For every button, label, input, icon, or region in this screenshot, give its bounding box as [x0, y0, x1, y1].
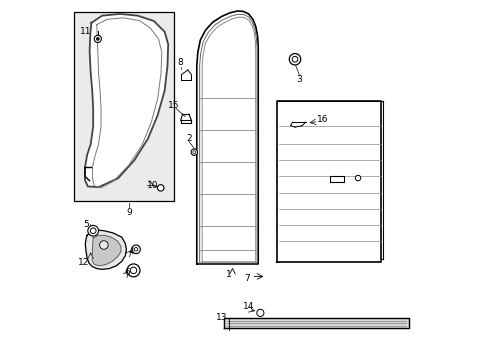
Text: 13: 13: [216, 313, 227, 322]
Circle shape: [97, 37, 99, 40]
Circle shape: [94, 35, 101, 42]
Polygon shape: [85, 230, 126, 269]
Bar: [74, 12, 173, 202]
Circle shape: [130, 267, 137, 274]
Text: 14: 14: [243, 302, 254, 311]
Circle shape: [127, 264, 140, 277]
Text: 7: 7: [244, 274, 250, 283]
Polygon shape: [92, 235, 121, 266]
Text: 1: 1: [226, 270, 232, 279]
Text: 4: 4: [128, 247, 134, 256]
Text: 6: 6: [124, 268, 130, 277]
Circle shape: [355, 175, 361, 181]
Text: 3: 3: [297, 76, 302, 85]
Circle shape: [257, 309, 264, 316]
Text: 2: 2: [187, 134, 193, 143]
Text: 5: 5: [83, 220, 89, 229]
Text: 15: 15: [168, 101, 179, 110]
Polygon shape: [223, 318, 409, 328]
Polygon shape: [330, 176, 344, 182]
Circle shape: [157, 185, 164, 191]
Circle shape: [90, 228, 96, 234]
Circle shape: [292, 57, 298, 62]
Text: 16: 16: [317, 116, 329, 125]
Circle shape: [134, 248, 138, 251]
Circle shape: [193, 151, 196, 154]
Text: 10: 10: [147, 181, 159, 190]
Circle shape: [88, 225, 98, 236]
Circle shape: [289, 54, 301, 65]
Polygon shape: [197, 11, 258, 264]
Text: 11: 11: [79, 27, 91, 36]
Polygon shape: [277, 102, 381, 262]
Text: 9: 9: [126, 208, 132, 217]
Circle shape: [99, 241, 108, 249]
Circle shape: [191, 149, 197, 156]
Circle shape: [132, 245, 140, 253]
Text: 8: 8: [178, 58, 184, 67]
Polygon shape: [85, 14, 168, 187]
Text: 12: 12: [78, 258, 89, 267]
